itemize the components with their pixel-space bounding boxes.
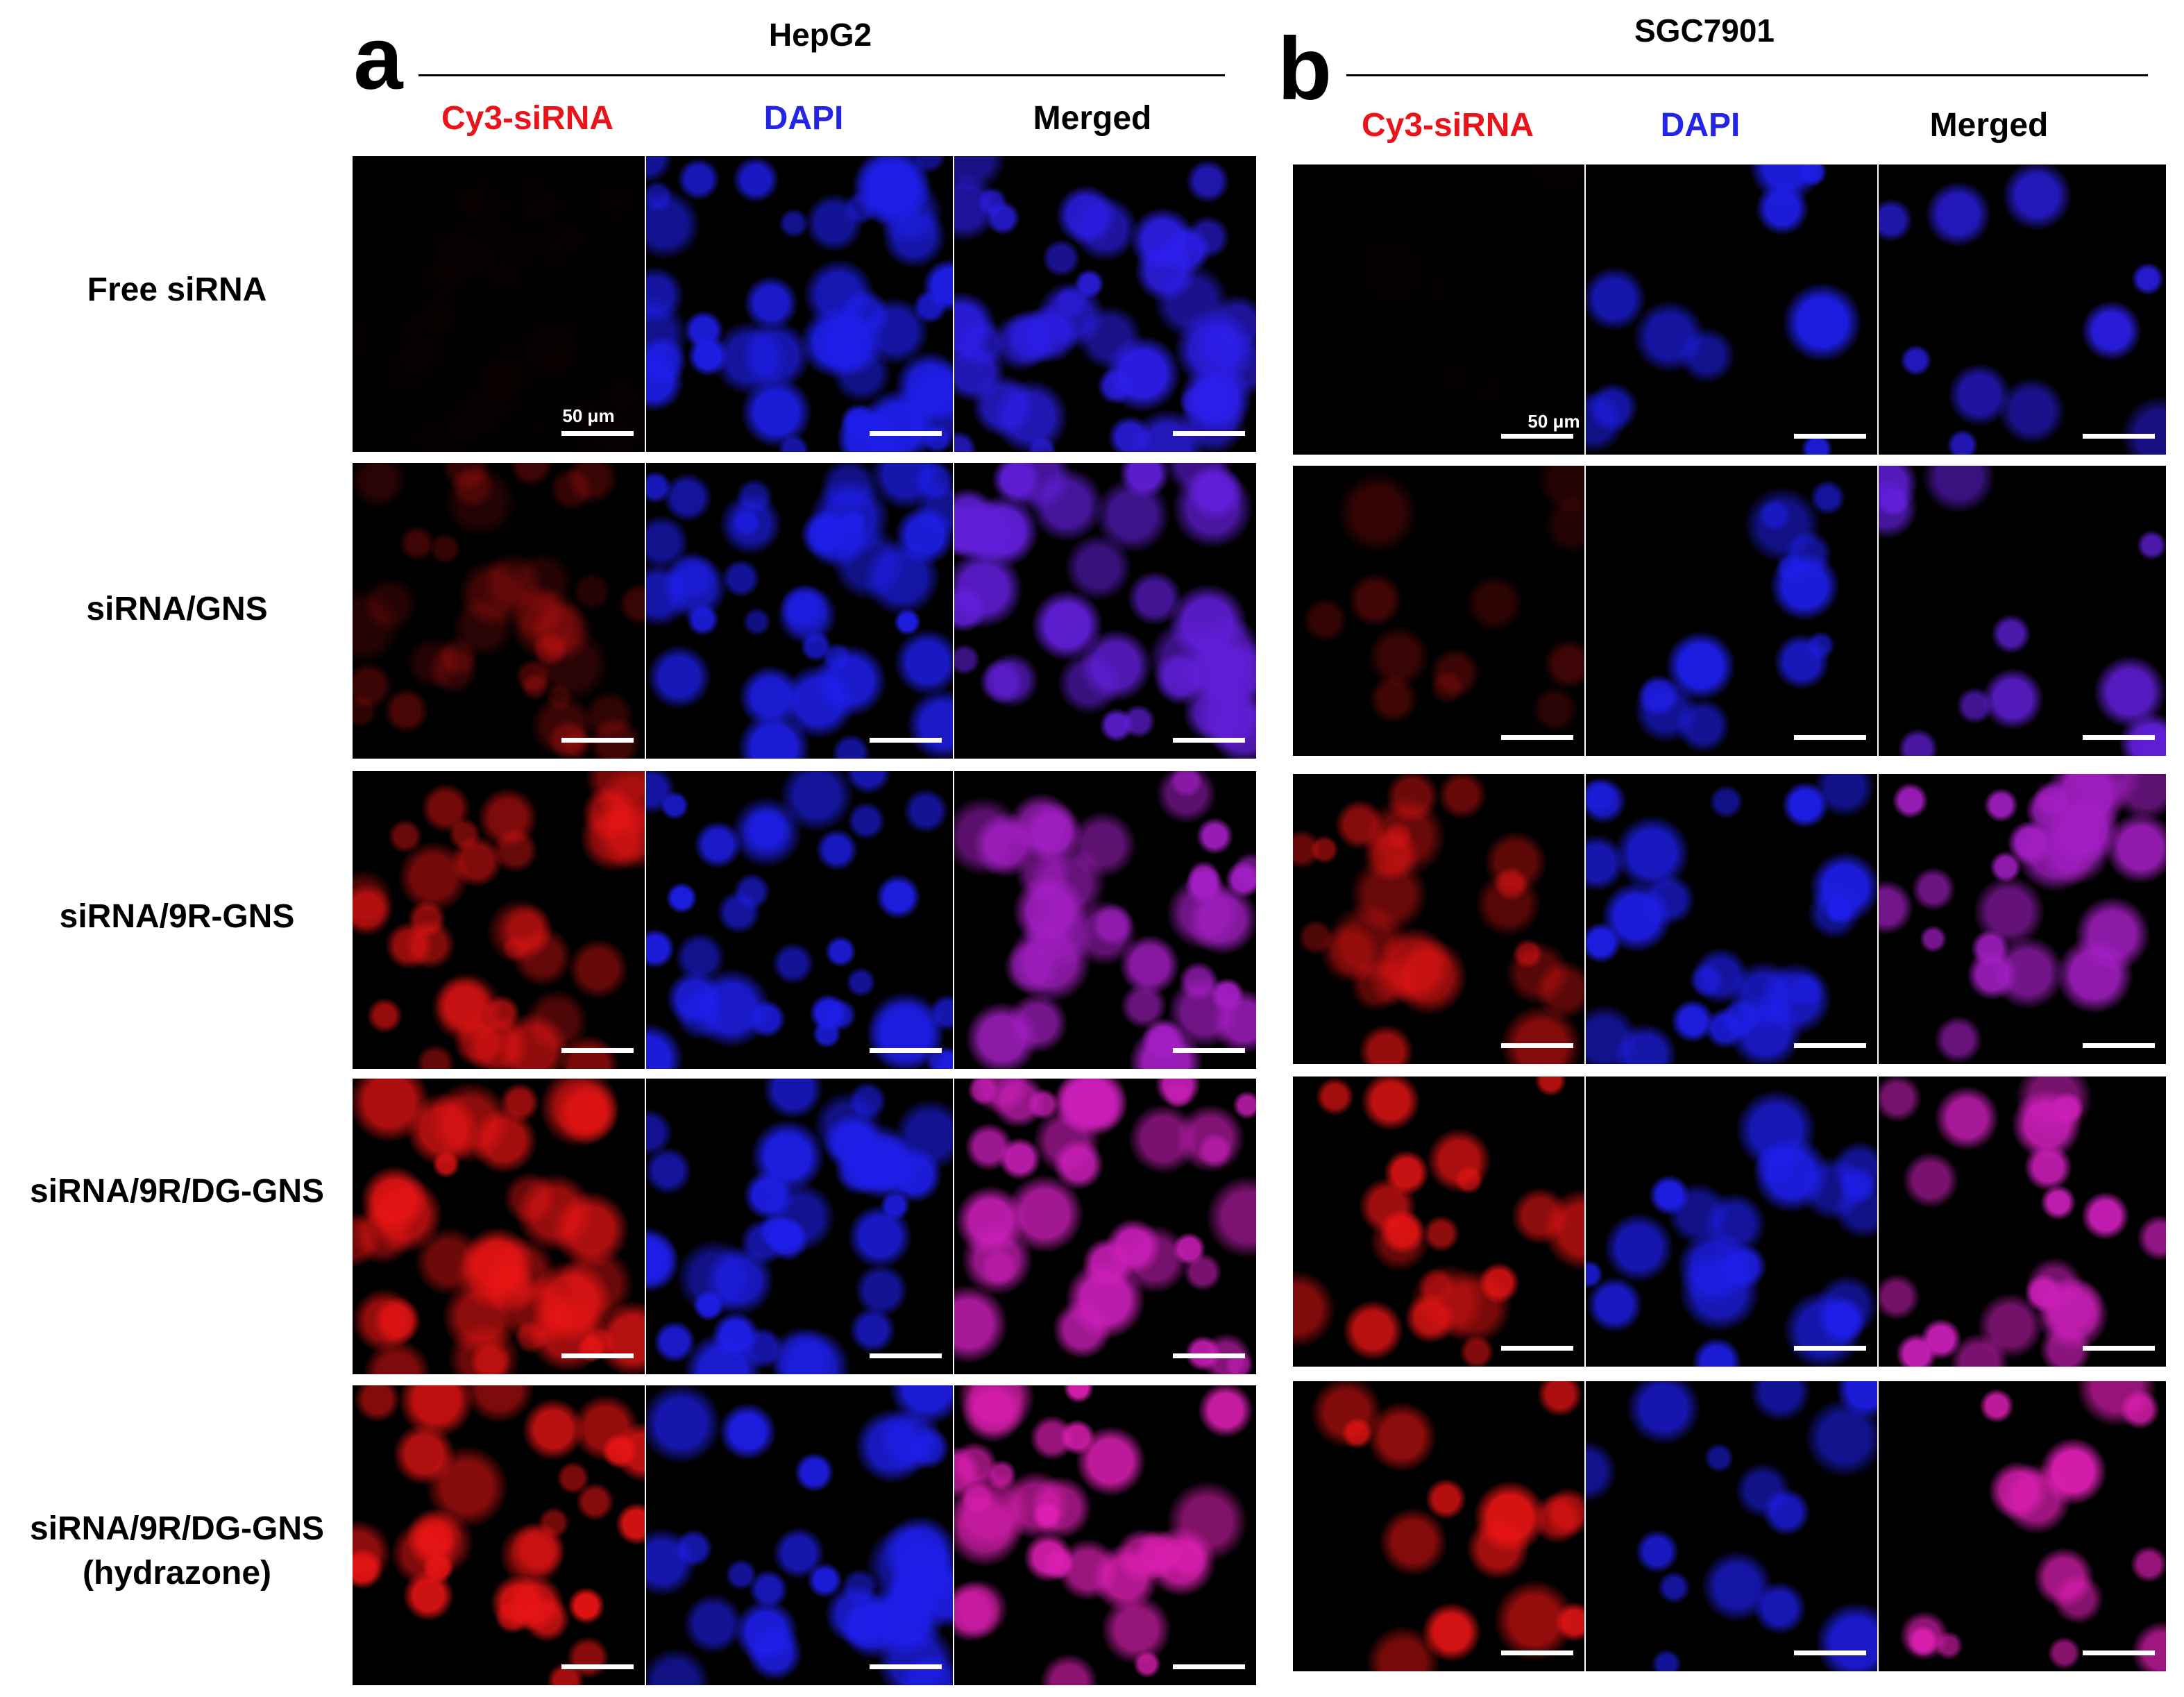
micrograph (353, 1385, 645, 1685)
micrograph (1879, 1077, 2166, 1367)
micrograph (1879, 164, 2166, 455)
column-header: Cy3-siRNA (1361, 107, 1534, 144)
scale-bar (1794, 1043, 1866, 1048)
scale-bar (1501, 735, 1573, 740)
column-header: DAPI (1660, 107, 1741, 144)
column-header: DAPI (763, 100, 844, 137)
row-label: siRNA/9R/DG-GNS (29, 1173, 325, 1210)
micrograph (1293, 466, 1584, 756)
scale-bar (870, 1048, 942, 1053)
scale-bar (870, 738, 942, 743)
scale-bar (561, 1353, 634, 1358)
scale-bar (1501, 1043, 1573, 1048)
scale-bar (561, 431, 634, 436)
micrograph (1586, 774, 1877, 1064)
column-header: Merged (1929, 107, 2049, 144)
micrograph (1293, 164, 1584, 455)
micrograph (1879, 774, 2166, 1064)
scale-bar (1173, 1353, 1245, 1358)
micrograph (1586, 1381, 1877, 1671)
scale-bar (1173, 431, 1245, 436)
scale-bar (561, 738, 634, 743)
micrograph (646, 771, 953, 1069)
title-rule (418, 74, 1225, 76)
scale-bar (1794, 1346, 1866, 1351)
scale-bar (1501, 434, 1573, 439)
scale-bar (1173, 1048, 1245, 1053)
panel-title: SGC7901 (1634, 12, 1775, 49)
row-label: Free siRNA (87, 271, 267, 308)
micrograph (1293, 1381, 1584, 1671)
micrograph (353, 156, 645, 452)
scale-bar (1794, 735, 1866, 740)
micrograph (646, 1079, 953, 1374)
scale-bar (1173, 1664, 1245, 1669)
scale-bar (2083, 1043, 2155, 1048)
scale-bar (561, 1048, 634, 1053)
scale-bar (870, 1664, 942, 1669)
micrograph (954, 1079, 1256, 1374)
micrograph (954, 771, 1256, 1069)
scale-bar (2083, 1650, 2155, 1655)
scale-bar (1501, 1650, 1573, 1655)
scale-bar (1794, 434, 1866, 439)
scale-bar (1794, 1650, 1866, 1655)
title-rule (1346, 74, 2148, 76)
micrograph (646, 463, 953, 759)
micrograph (954, 1385, 1256, 1685)
scale-label: 50 μm (562, 405, 615, 426)
row-label: (hydrazone) (82, 1555, 272, 1592)
scale-bar (2083, 735, 2155, 740)
scale-label: 50 μm (1527, 411, 1580, 432)
micrograph (1879, 466, 2166, 756)
panel-letter: a (353, 9, 403, 108)
micrograph (954, 463, 1256, 759)
scale-bar (2083, 1346, 2155, 1351)
panel-title: HepG2 (768, 17, 872, 53)
scale-bar (2083, 434, 2155, 439)
micrograph (353, 463, 645, 759)
panel-letter: b (1277, 19, 1332, 119)
micrograph (1293, 1077, 1584, 1367)
micrograph (353, 771, 645, 1069)
scale-bar (1501, 1346, 1573, 1351)
scale-bar (1173, 738, 1245, 743)
micrograph (1586, 164, 1877, 455)
micrograph (646, 156, 953, 452)
scale-bar (870, 431, 942, 436)
micrograph (646, 1385, 953, 1685)
row-label: siRNA/9R-GNS (59, 898, 295, 935)
column-header: Merged (1033, 100, 1152, 137)
micrograph (1293, 774, 1584, 1064)
row-label: siRNA/9R/DG-GNS (29, 1510, 325, 1547)
micrograph (353, 1079, 645, 1374)
column-header: Cy3-siRNA (441, 100, 614, 137)
row-label: siRNA/GNS (86, 591, 268, 627)
micrograph (1586, 466, 1877, 756)
micrograph (1586, 1077, 1877, 1367)
micrograph (954, 156, 1256, 452)
micrograph (1879, 1381, 2166, 1671)
scale-bar (870, 1353, 942, 1358)
scale-bar (561, 1664, 634, 1669)
